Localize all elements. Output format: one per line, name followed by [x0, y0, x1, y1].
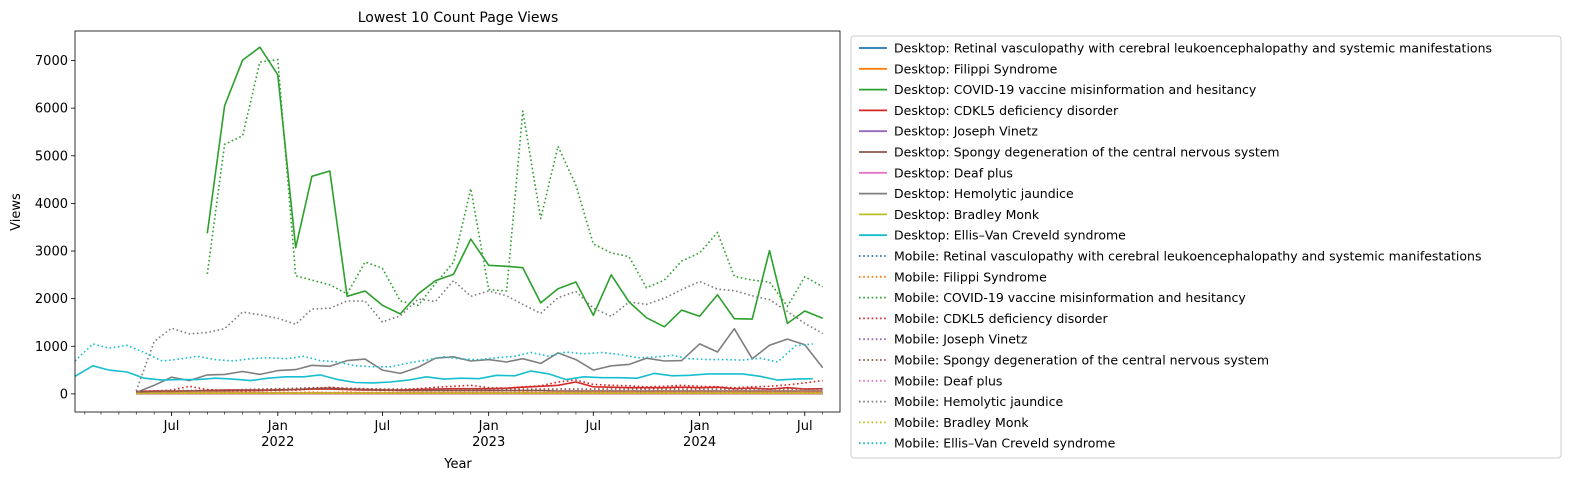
legend-label: Mobile: Hemolytic jaundice	[894, 394, 1063, 409]
y-axis-label: Views	[9, 193, 24, 231]
series-line-7	[135, 327, 824, 394]
plot-series	[74, 46, 824, 395]
y-tick-label: 3000	[35, 245, 68, 260]
legend-label: Desktop: Bradley Monk	[894, 207, 1040, 222]
legend: Desktop: Retinal vasculopathy with cereb…	[850, 35, 1562, 459]
legend-label: Desktop: Spongy degeneration of the cent…	[894, 145, 1280, 160]
series-line-13	[136, 379, 823, 393]
legend-label: Mobile: Joseph Vinetz	[894, 332, 1028, 347]
series-line-2	[206, 46, 823, 328]
x-tick-label: Jul	[163, 419, 180, 434]
legend-label: Desktop: COVID-19 vaccine misinformation…	[894, 82, 1257, 97]
series-line-19	[74, 343, 813, 368]
y-tick-label: 4000	[35, 197, 68, 212]
legend-label: Desktop: Hemolytic jaundice	[894, 186, 1074, 201]
series-line-5	[136, 387, 823, 393]
legend-label: Mobile: Ellis–Van Creveld syndrome	[894, 436, 1116, 451]
legend-label: Mobile: Bradley Monk	[894, 415, 1029, 430]
legend-label: Desktop: Ellis–Van Creveld syndrome	[894, 228, 1126, 243]
x-tick-label: Jul	[374, 419, 391, 434]
chart-title: Lowest 10 Count Page Views	[358, 10, 559, 26]
series-line-17	[135, 279, 824, 392]
x-axis-label: Year	[443, 457, 472, 472]
y-axis: 0 1000 2000 3000 4000 5000 6000 7000	[35, 54, 75, 402]
series-line-9	[74, 364, 813, 384]
plot-frame	[74, 30, 841, 413]
legend-label: Desktop: Joseph Vinetz	[894, 124, 1038, 139]
y-tick-label: 1000	[35, 340, 68, 355]
x-tick-label: Jul	[796, 419, 813, 434]
legend-box	[850, 35, 1562, 459]
series-line-11	[136, 390, 823, 394]
legend-label: Mobile: COVID-19 vaccine misinformation …	[894, 290, 1246, 305]
legend-label: Mobile: CDKL5 deficiency disorder	[894, 311, 1108, 326]
x-tick-label: Jan	[689, 419, 710, 434]
y-tick-label: 6000	[35, 102, 68, 117]
y-tick-label: 2000	[35, 292, 68, 307]
y-tick-label: 0	[60, 387, 68, 402]
legend-label: Desktop: Filippi Syndrome	[894, 61, 1058, 76]
x-tick-label: Jan	[478, 419, 499, 434]
legend-label: Mobile: Deaf plus	[894, 373, 1002, 388]
y-tick-label: 7000	[35, 54, 68, 69]
legend-label: Desktop: CDKL5 deficiency disorder	[894, 103, 1119, 118]
legend-label: Desktop: Retinal vasculopathy with cereb…	[894, 41, 1492, 56]
series-line-15	[136, 386, 823, 392]
legend-label: Mobile: Retinal vasculopathy with cerebr…	[894, 249, 1481, 264]
series-line-12	[206, 58, 824, 308]
y-tick-label: 5000	[35, 149, 68, 164]
legend-label: Mobile: Spongy degeneration of the centr…	[894, 353, 1269, 368]
x-tick-label: Jan	[267, 419, 288, 434]
x-tick-year-label: 2022	[261, 435, 294, 450]
x-tick-year-label: 2023	[472, 435, 505, 450]
legend-label: Desktop: Deaf plus	[894, 165, 1013, 180]
x-tick-year-label: 2024	[683, 435, 716, 450]
x-tick-label: Jul	[584, 419, 601, 434]
legend-label: Mobile: Filippi Syndrome	[894, 269, 1047, 284]
